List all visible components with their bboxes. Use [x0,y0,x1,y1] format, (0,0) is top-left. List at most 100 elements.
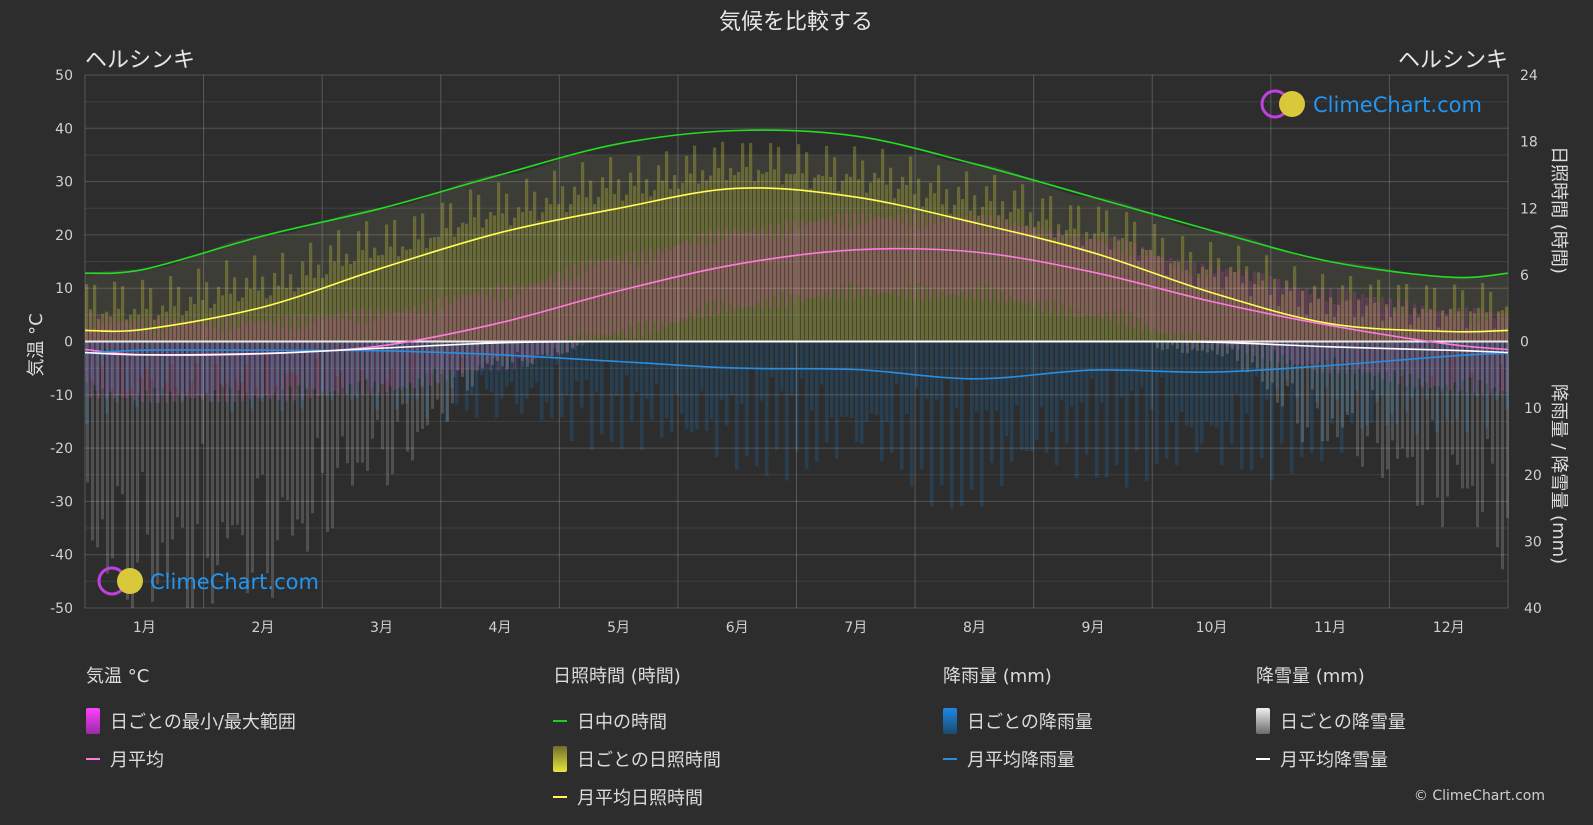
temp-range-bar [845,212,849,299]
sunshine-bar [989,201,993,342]
rain-bar [990,341,994,464]
temp-range-bar [1045,239,1049,301]
temp-range-bar [877,216,881,295]
rain-bar [1350,341,1354,424]
rain-bar [1295,341,1299,399]
snow-bar [531,341,534,365]
sunshine-bar [789,174,793,342]
temp-range-bar [637,266,641,323]
temp-range-bar [781,237,785,293]
sunshine-bar [1337,304,1341,342]
sunshine-bar [1341,285,1345,342]
snow-bar [486,341,489,364]
sunshine-bar [1121,238,1125,342]
sunshine-bar [389,246,393,342]
sunshine-bar [1481,283,1485,342]
sunshine-bar [1265,255,1269,342]
snow-bar [1421,341,1424,506]
rain-bar [1160,341,1164,378]
temp-range-bar [1209,265,1213,349]
temp-range-bar [1177,259,1181,343]
rain-bar [1405,341,1409,412]
temp-range-bar [1133,243,1137,328]
sunshine-bar [1157,256,1161,342]
sunshine-bar [889,167,893,342]
snow-bar [1456,341,1459,465]
temp-range-bar [197,323,201,396]
snow-bar [1371,341,1374,390]
sunshine-bar [953,204,957,342]
sunshine-bar [1169,263,1173,342]
snow-bar [1281,341,1284,407]
rain-bar [715,341,719,458]
y-left-tick: -30 [50,494,73,510]
sunshine-bar [1173,261,1177,342]
temp-range-bar [1077,242,1081,311]
sunshine-bar [593,204,597,342]
temp-range-bar [1389,298,1393,383]
y-left-tick: -50 [50,601,73,617]
rain-bar [1070,341,1074,407]
sunshine-bar [213,303,217,342]
temp-range-bar [589,259,593,343]
snow-bar [1176,341,1179,349]
rain-bar [245,341,249,365]
rain-bar [950,341,954,509]
temp-range-bar [1057,230,1061,316]
temp-range-bar [1493,318,1497,388]
sunshine-bar [1137,260,1141,342]
temp-range-bar [1085,240,1089,314]
sunshine-bar [321,278,325,342]
snow-bar [1226,341,1229,354]
sunshine-bar [537,220,541,342]
sunshine-bar [381,254,385,342]
rain-bar [1115,341,1119,466]
legend-item-label: 日ごとの降雪量 [1280,712,1406,733]
temp-range-bar [909,226,913,286]
snow-bar [546,341,549,356]
temp-range-bar [505,285,509,371]
daylight-swatch [553,720,567,722]
sunshine-bar [1089,238,1093,342]
sunshine-bar [1185,270,1189,342]
rain-bar [1220,341,1224,465]
temp-range-bar [537,283,541,359]
rain-bar [1470,341,1474,373]
temp-range-bar [341,318,345,388]
temp-range-bar [465,295,469,371]
temp-range-bar [761,226,765,310]
rain-bar [885,341,889,422]
snow-bar [1261,341,1264,382]
sunshine-bar [145,308,149,342]
sunshine-bar [1413,308,1417,342]
sunshine-bar [1461,290,1465,342]
rain-bar [1170,341,1174,423]
snow-bar [396,341,399,422]
rain-bar [610,341,614,443]
sunshine-bar [505,193,509,342]
sunshine-bar [149,288,153,342]
sunshine-bar [673,175,677,342]
sunshine-bar [369,257,373,342]
sunshine-bar [1293,266,1297,342]
snow-bar [1401,341,1404,449]
sunshine-bar [845,174,849,342]
snow-bar [271,341,274,598]
rain-bar [380,341,384,384]
rain-bar [800,341,804,379]
snow-bar [1431,341,1434,421]
rain-bar [630,341,634,421]
sunshine-bar [865,192,869,342]
temp-range-bar [569,281,573,336]
temp-range-bar [469,294,473,370]
temp-range-bar [473,291,477,371]
rain-bar [435,341,439,383]
sunshine-bar [669,189,673,342]
rain-bar [1250,341,1254,470]
temp-range-bar [945,217,949,297]
rain-bar [190,341,194,382]
sunshine-bar [297,287,301,342]
temp-range-bar [873,219,877,291]
snow-bar [1361,341,1364,467]
temp-range-bar [889,216,893,296]
